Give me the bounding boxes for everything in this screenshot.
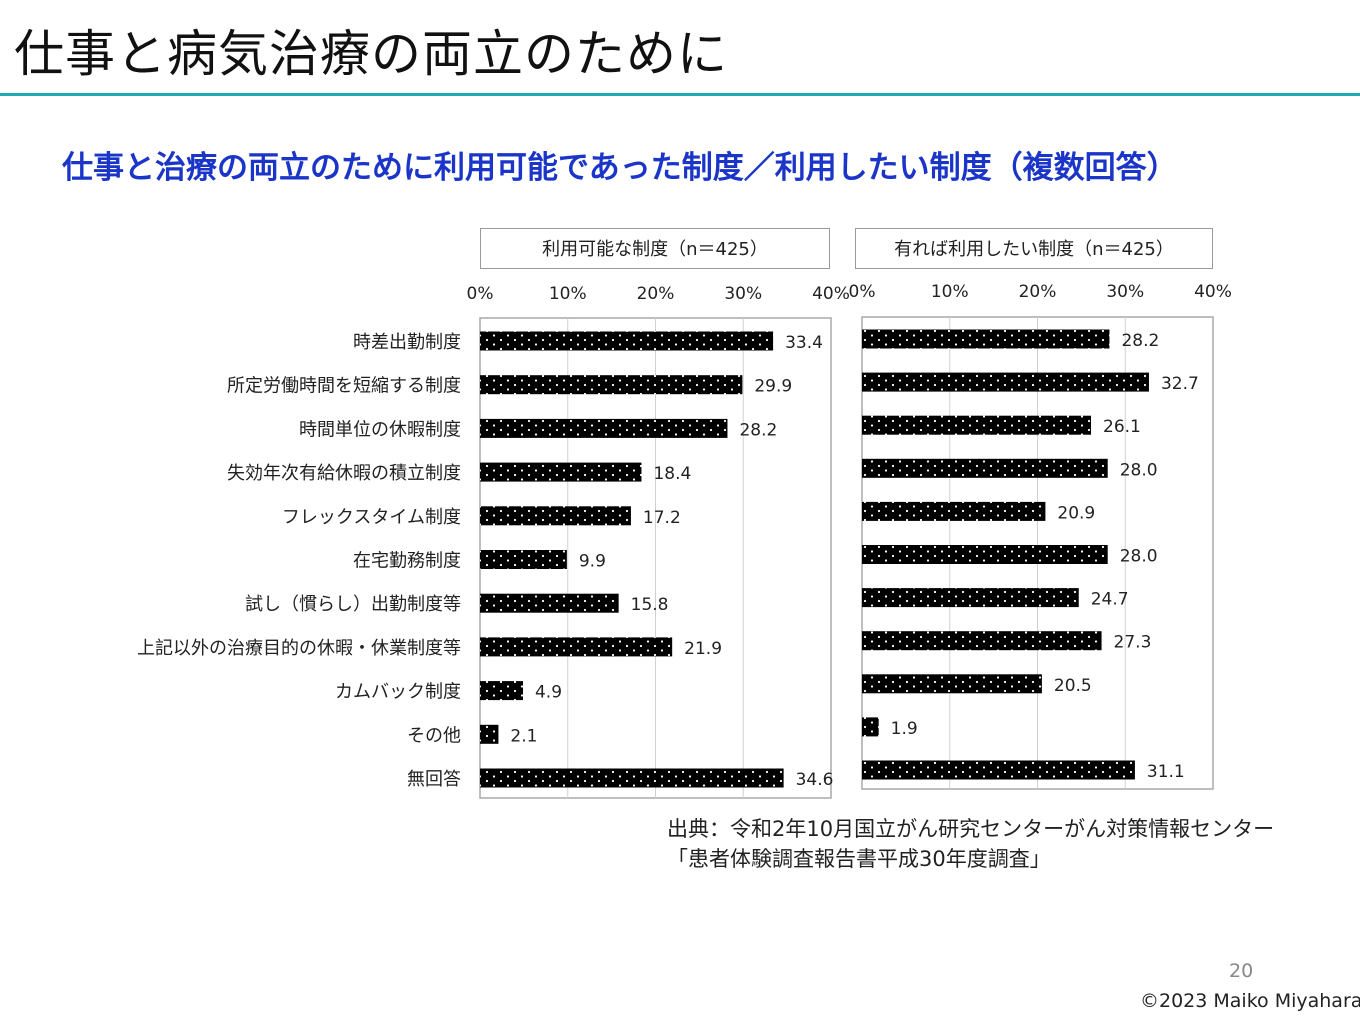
left-bar — [480, 331, 774, 351]
page-number: 20 — [1229, 960, 1254, 982]
left-bar — [480, 418, 728, 438]
right-bar — [862, 674, 1042, 694]
left-x-tick-label: 40% — [812, 284, 850, 304]
category-label: 試し（慣らし）出勤制度等 — [245, 594, 461, 615]
right-bar — [862, 588, 1079, 608]
right-chart-panel: 0% 10% 20% 30% 40% 28.2 32.7 26.1 28.0 20.9 28.0 24… — [849, 282, 1232, 790]
left-bar — [480, 768, 784, 788]
category-labels: 時差出勤制度所定労働時間を短縮する制度時間単位の休暇制度失効年次有給休暇の積立制… — [137, 332, 461, 790]
left-value-label: 15.8 — [631, 595, 669, 615]
left-value-label: 4.9 — [535, 683, 562, 703]
left-value-label: 21.9 — [684, 639, 722, 659]
slide-title: 仕事と病気治療の両立のために — [14, 25, 728, 83]
source-line-1: 出典：令和2年10月国立がん研究センターがん対策情報センター — [667, 817, 1275, 841]
category-label: 所定労働時間を短縮する制度 — [227, 376, 461, 397]
chart-subtitle: 仕事と治療の両立のために利用可能であった制度／利用したい制度（複数回答） — [62, 150, 1178, 186]
right-bar — [862, 458, 1108, 478]
left-value-label: 2.1 — [510, 726, 537, 746]
right-bar — [862, 329, 1110, 349]
right-value-label: 28.0 — [1120, 547, 1158, 567]
left-bar — [480, 462, 642, 482]
left-bar — [480, 375, 743, 395]
right-bar — [862, 415, 1092, 435]
left-value-label: 34.6 — [796, 770, 834, 790]
source-line-2: 「患者体験調査報告書平成30年度調査」 — [667, 847, 1051, 871]
right-x-tick-label: 30% — [1106, 282, 1144, 302]
category-label: 在宅勤務制度 — [353, 551, 461, 572]
right-bar — [862, 501, 1046, 521]
right-value-label: 28.2 — [1121, 331, 1159, 351]
left-bar — [480, 681, 523, 701]
right-bar — [862, 717, 879, 737]
right-value-label: 28.0 — [1120, 460, 1158, 480]
category-label: フレックスタイム制度 — [282, 507, 461, 528]
left-panel-header: 利用可能な制度（n＝425） — [480, 228, 830, 269]
left-value-label: 17.2 — [643, 508, 681, 528]
category-label: カムバック制度 — [335, 682, 461, 703]
right-bar — [862, 631, 1102, 651]
title-divider — [0, 93, 1360, 96]
right-x-tick-label: 10% — [931, 282, 969, 302]
right-panel-header: 有れば利用したい制度（n＝425） — [855, 228, 1213, 269]
left-x-tick-label: 0% — [467, 284, 494, 304]
category-label: 上記以外の治療目的の休暇・休業制度等 — [137, 638, 461, 659]
left-bar — [480, 550, 567, 569]
left-x-tick-label: 20% — [637, 284, 675, 304]
right-value-label: 20.9 — [1057, 503, 1095, 523]
left-bar — [480, 637, 673, 657]
right-value-label: 24.7 — [1091, 590, 1129, 610]
right-value-label: 31.1 — [1147, 762, 1185, 782]
left-value-label: 18.4 — [653, 464, 691, 484]
right-bar — [862, 545, 1108, 564]
left-value-label: 9.9 — [579, 552, 606, 572]
right-value-label: 26.1 — [1103, 417, 1141, 437]
left-value-label: 29.9 — [754, 377, 792, 397]
category-label: その他 — [407, 725, 461, 746]
left-bar — [480, 593, 619, 613]
left-value-label: 33.4 — [785, 333, 823, 353]
source-note: 出典：令和2年10月国立がん研究センターがん対策情報センター 「患者体験調査報告… — [667, 814, 1274, 874]
right-bar — [862, 372, 1149, 392]
category-label: 失効年次有給休暇の積立制度 — [227, 463, 461, 484]
right-bar — [862, 760, 1135, 780]
category-label: 時差出勤制度 — [353, 332, 461, 353]
right-x-tick-label: 0% — [849, 282, 876, 302]
right-value-label: 20.5 — [1054, 676, 1092, 696]
left-bar — [480, 506, 631, 526]
category-label: 時間単位の休暇制度 — [299, 419, 461, 440]
right-value-label: 32.7 — [1161, 374, 1199, 394]
left-bar — [480, 724, 499, 744]
left-value-label: 28.2 — [739, 420, 777, 440]
right-value-label: 1.9 — [891, 719, 918, 739]
left-x-tick-label: 30% — [724, 284, 762, 304]
left-chart-panel: 0% 10% 20% 30% 40% 33.4 29.9 28.2 18.4 17.2 9.9 15.… — [467, 284, 850, 799]
right-value-label: 27.3 — [1114, 633, 1152, 653]
right-x-tick-label: 40% — [1194, 282, 1232, 302]
right-x-tick-label: 20% — [1019, 282, 1057, 302]
copyright: ©2023 Maiko Miyahara — [1140, 990, 1360, 1012]
category-label: 無回答 — [407, 769, 461, 790]
left-x-tick-label: 10% — [549, 284, 587, 304]
